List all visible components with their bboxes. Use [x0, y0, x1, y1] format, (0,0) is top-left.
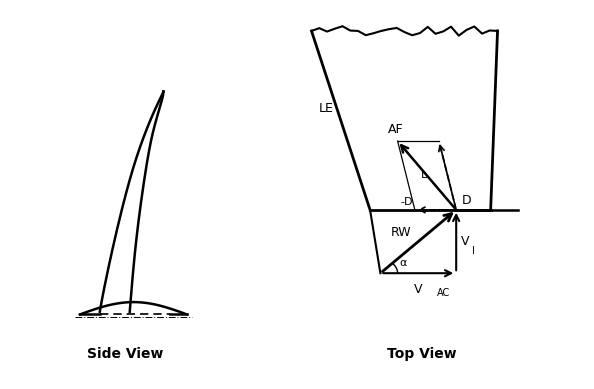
Text: RW: RW: [391, 226, 412, 239]
Text: V: V: [414, 283, 422, 296]
Text: AF: AF: [388, 123, 404, 135]
Text: AC: AC: [437, 287, 450, 298]
Text: -D: -D: [400, 196, 413, 207]
Text: LE: LE: [318, 102, 333, 114]
Text: D: D: [462, 194, 471, 207]
Text: Side View: Side View: [87, 347, 163, 361]
Text: V: V: [462, 235, 470, 248]
Text: α: α: [399, 258, 407, 268]
Text: Top View: Top View: [387, 347, 457, 361]
Text: L: L: [421, 170, 427, 180]
Text: I: I: [472, 246, 475, 256]
